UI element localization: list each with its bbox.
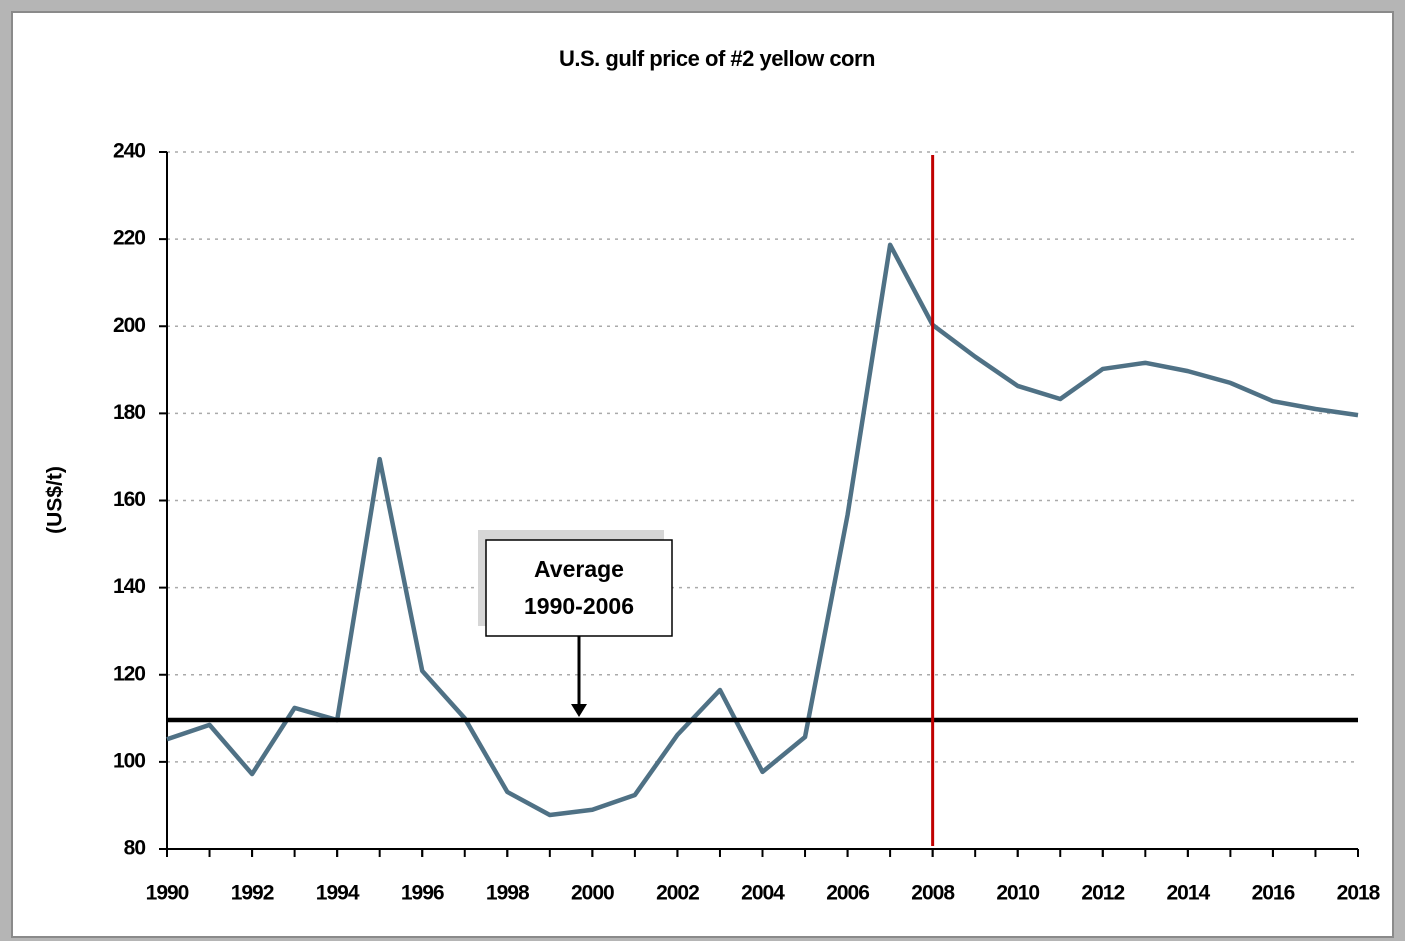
x-tick-label: 1998 — [486, 882, 530, 905]
x-tick-label: 2012 — [1081, 882, 1124, 905]
y-axis-label: (US$/t) — [44, 466, 67, 534]
y-tick-label: 100 — [113, 749, 145, 772]
y-tick-label: 160 — [113, 488, 145, 511]
arrow-head — [571, 704, 587, 717]
x-tick-label: 1990 — [146, 882, 189, 905]
y-tick-label: 200 — [113, 314, 145, 337]
x-tick-label: 1994 — [316, 882, 360, 905]
x-tick-label: 1996 — [401, 882, 444, 905]
x-tick-label: 2006 — [826, 882, 869, 905]
x-tick-label: 2008 — [911, 882, 955, 905]
x-tick-label: 2016 — [1252, 882, 1295, 905]
y-tick-label: 80 — [124, 837, 146, 860]
price-line — [166, 242, 1359, 818]
y-tick-label: 220 — [113, 227, 145, 250]
x-tick-label: 2018 — [1337, 882, 1381, 905]
chart-title: U.S. gulf price of #2 yellow corn — [559, 46, 875, 71]
x-tick-label: 2010 — [996, 882, 1039, 905]
x-tick-label: 2004 — [741, 882, 785, 905]
y-tick-label: 240 — [113, 140, 145, 163]
y-tick-label: 180 — [113, 401, 145, 424]
x-tick-label: 2014 — [1166, 882, 1210, 905]
x-tick-label: 1992 — [231, 882, 274, 905]
annotation-box — [485, 539, 673, 637]
y-tick-label: 140 — [113, 575, 145, 598]
y-tick-label: 120 — [113, 662, 145, 685]
annotation-text: 1990-2006 — [524, 593, 634, 619]
x-tick-label: 2000 — [571, 882, 614, 905]
panel — [11, 11, 1394, 938]
x-tick-label: 2002 — [656, 882, 699, 905]
annotation-text: Average — [534, 556, 624, 582]
